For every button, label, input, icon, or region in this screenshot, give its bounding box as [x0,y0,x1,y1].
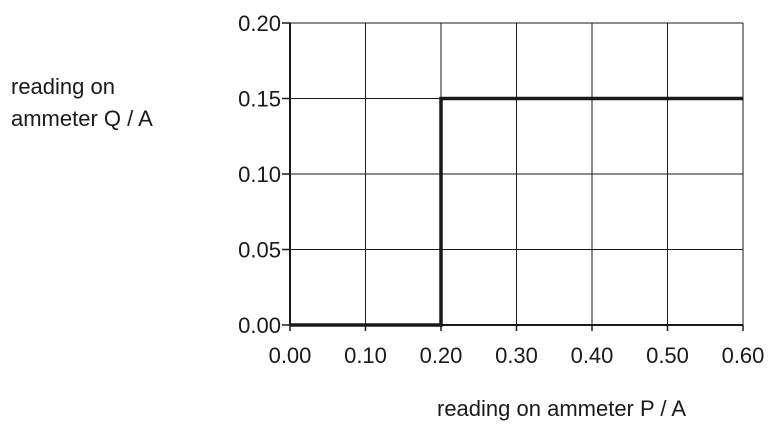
x-tick-label: 0.40 [571,343,614,368]
x-axis-label: reading on ammeter P / A [437,396,687,421]
x-tick-label: 0.50 [646,343,689,368]
y-tick-label: 0.05 [238,238,281,263]
y-axis-label-line-1: reading on [11,74,115,99]
x-tick-label: 0.10 [344,343,387,368]
y-tick-label: 0.20 [238,11,281,36]
tick-labels: 0.00 0.10 0.20 0.30 0.40 0.50 0.60 0.00 0.05 0.10… [238,11,764,368]
grid-lines [290,22,744,325]
axes [282,22,744,331]
series-line [290,96,743,327]
x-tick-label: 0.60 [722,343,765,368]
x-tick-label: 0.20 [420,343,463,368]
y-tick-label: 0.15 [238,87,281,112]
x-tick-label: 0.30 [495,343,538,368]
y-tick-label: 0.00 [238,313,281,338]
y-axis-label-line-2: ammeter Q / A [11,106,153,131]
y-tick-label: 0.10 [238,162,281,187]
series [290,96,743,327]
x-tick-label: 0.00 [269,343,312,368]
